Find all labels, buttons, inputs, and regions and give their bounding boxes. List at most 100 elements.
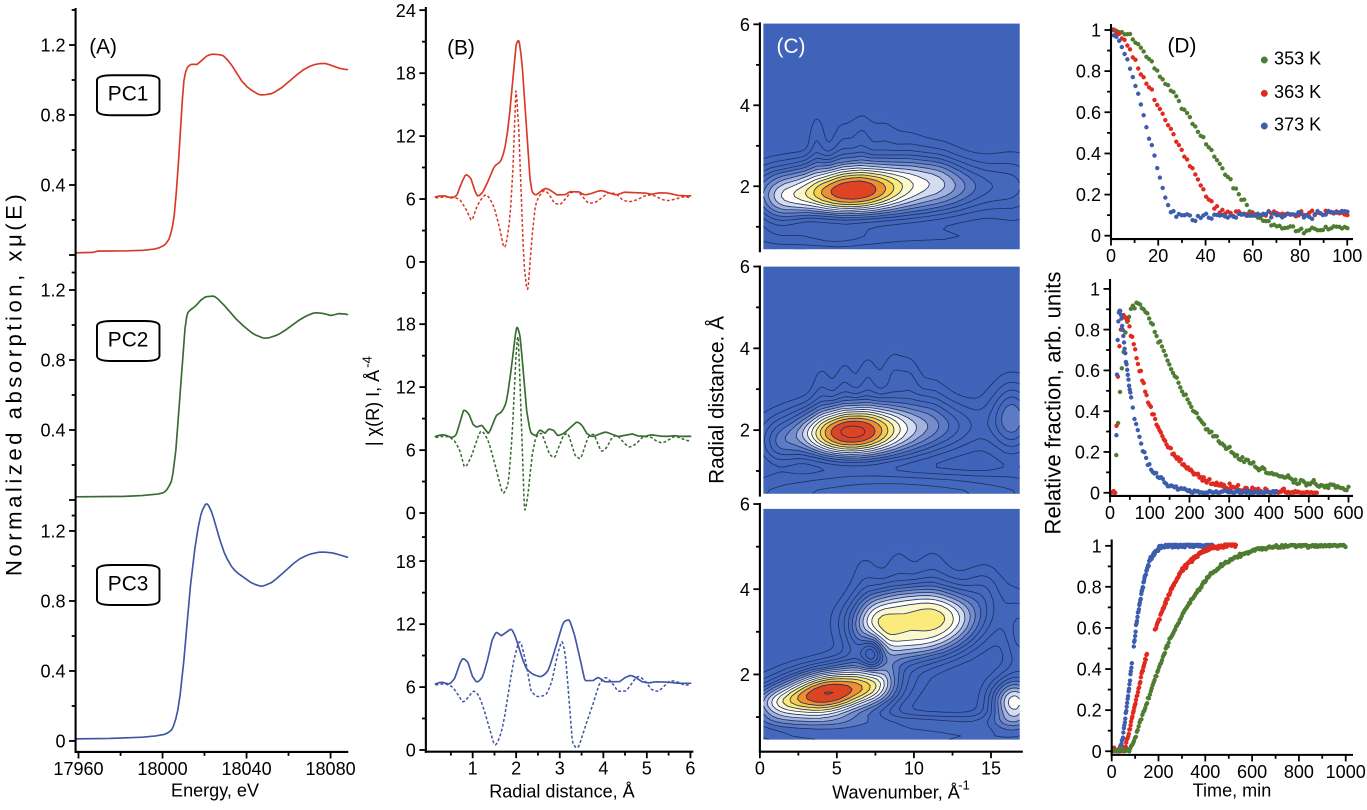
svg-text:0.8: 0.8 <box>1076 62 1101 82</box>
svg-text:200: 200 <box>1174 503 1204 523</box>
svg-text:6: 6 <box>406 190 416 210</box>
svg-text:-1: -1 <box>958 777 970 792</box>
svg-text:18: 18 <box>396 64 416 84</box>
svg-text:2: 2 <box>740 177 750 197</box>
svg-text:0: 0 <box>755 759 765 779</box>
svg-text:Time, min: Time, min <box>1193 781 1272 801</box>
svg-text:0: 0 <box>1092 742 1102 762</box>
svg-text:18: 18 <box>396 552 416 572</box>
svg-text:18080: 18080 <box>305 759 355 779</box>
svg-text:200: 200 <box>1143 762 1173 782</box>
svg-text:12: 12 <box>396 378 416 398</box>
svg-text:600: 600 <box>1333 503 1363 523</box>
svg-text:1: 1 <box>1092 536 1102 556</box>
svg-text:800: 800 <box>1284 762 1314 782</box>
svg-text:600: 600 <box>1237 762 1267 782</box>
svg-text:-4: -4 <box>359 356 374 368</box>
svg-text:80: 80 <box>1290 246 1310 266</box>
svg-text:0: 0 <box>406 741 416 761</box>
svg-text:1: 1 <box>468 759 478 779</box>
svg-text:20: 20 <box>1148 246 1168 266</box>
svg-text:15: 15 <box>981 759 1001 779</box>
svg-text:400: 400 <box>1190 762 1220 782</box>
svg-text:Wavenumber, Å: Wavenumber, Å <box>832 782 960 802</box>
svg-text:0: 0 <box>1091 226 1101 246</box>
svg-text:0.4: 0.4 <box>40 176 65 196</box>
svg-text:0.2: 0.2 <box>1075 442 1100 462</box>
svg-text:0.8: 0.8 <box>40 106 65 126</box>
svg-text:18000: 18000 <box>137 759 187 779</box>
svg-text:0.4: 0.4 <box>40 421 65 441</box>
svg-text:1: 1 <box>1091 21 1101 41</box>
svg-text:60: 60 <box>1243 246 1263 266</box>
svg-text:(B): (B) <box>447 36 475 59</box>
svg-text:24: 24 <box>396 1 416 21</box>
svg-text:0: 0 <box>1105 503 1115 523</box>
svg-text:| χ(R) I, Å: | χ(R) I, Å <box>363 370 383 446</box>
svg-text:1.2: 1.2 <box>40 36 65 56</box>
svg-text:5: 5 <box>642 759 652 779</box>
svg-text:0: 0 <box>406 252 416 272</box>
svg-text:(D): (D) <box>1168 34 1197 57</box>
svg-text:17960: 17960 <box>53 759 103 779</box>
svg-text:PC1: PC1 <box>108 83 149 106</box>
svg-text:0.8: 0.8 <box>40 591 65 611</box>
svg-text:0: 0 <box>1106 246 1116 266</box>
svg-text:0.6: 0.6 <box>1076 103 1101 123</box>
svg-text:(C): (C) <box>777 35 806 58</box>
svg-text:18040: 18040 <box>221 759 271 779</box>
svg-text:0.8: 0.8 <box>1075 320 1100 340</box>
svg-text:2: 2 <box>740 421 750 441</box>
svg-text:5: 5 <box>832 759 842 779</box>
svg-text:12: 12 <box>396 127 416 147</box>
svg-text:0.2: 0.2 <box>1076 185 1101 205</box>
svg-text:400: 400 <box>1254 503 1284 523</box>
svg-text:1.2: 1.2 <box>40 522 65 542</box>
svg-text:2: 2 <box>740 665 750 685</box>
svg-text:1.2: 1.2 <box>40 281 65 301</box>
svg-text:6: 6 <box>406 441 416 461</box>
svg-text:12: 12 <box>396 615 416 635</box>
svg-text:353 K: 353 K <box>1274 49 1321 69</box>
svg-text:(A): (A) <box>89 35 117 58</box>
svg-text:0.4: 0.4 <box>40 661 65 681</box>
svg-text:4: 4 <box>598 759 608 779</box>
svg-text:Normalized absorption, xμ(E): Normalized absorption, xμ(E) <box>1 191 26 576</box>
svg-text:18: 18 <box>396 315 416 335</box>
svg-text:Relative fraction, arb. units: Relative fraction, arb. units <box>1041 272 1066 535</box>
svg-text:0: 0 <box>56 732 66 752</box>
svg-text:0: 0 <box>1107 762 1117 782</box>
svg-text:1: 1 <box>1090 279 1100 299</box>
svg-text:500: 500 <box>1294 503 1324 523</box>
svg-text:Radial distance. Å: Radial distance. Å <box>705 316 728 484</box>
svg-text:0: 0 <box>406 504 416 524</box>
svg-text:0.6: 0.6 <box>1077 618 1102 638</box>
svg-text:300: 300 <box>1214 503 1244 523</box>
svg-text:PC2: PC2 <box>108 328 149 351</box>
svg-text:4: 4 <box>740 96 750 116</box>
svg-text:10: 10 <box>904 759 924 779</box>
svg-text:100: 100 <box>1332 246 1362 266</box>
svg-text:0.6: 0.6 <box>1075 361 1100 381</box>
svg-text:4: 4 <box>740 580 750 600</box>
svg-text:0: 0 <box>1090 483 1100 503</box>
svg-text:1000: 1000 <box>1326 762 1366 782</box>
svg-text:6: 6 <box>740 495 750 515</box>
svg-text:6: 6 <box>685 759 695 779</box>
svg-text:363 K: 363 K <box>1274 82 1321 102</box>
svg-text:6: 6 <box>740 15 750 35</box>
svg-text:0.4: 0.4 <box>1077 660 1102 680</box>
svg-text:PC3: PC3 <box>108 572 149 595</box>
svg-text:Radial distance, Å: Radial distance, Å <box>489 781 634 801</box>
svg-text:373 K: 373 K <box>1274 115 1321 135</box>
svg-text:6: 6 <box>406 678 416 698</box>
svg-text:0.4: 0.4 <box>1076 144 1101 164</box>
svg-text:0.2: 0.2 <box>1077 701 1102 721</box>
svg-text:4: 4 <box>740 339 750 359</box>
svg-text:Energy, eV: Energy, eV <box>171 781 259 801</box>
svg-text:0.4: 0.4 <box>1075 402 1100 422</box>
svg-text:100: 100 <box>1135 503 1165 523</box>
svg-text:40: 40 <box>1196 246 1216 266</box>
svg-text:0.8: 0.8 <box>1077 577 1102 597</box>
svg-text:0.8: 0.8 <box>40 351 65 371</box>
